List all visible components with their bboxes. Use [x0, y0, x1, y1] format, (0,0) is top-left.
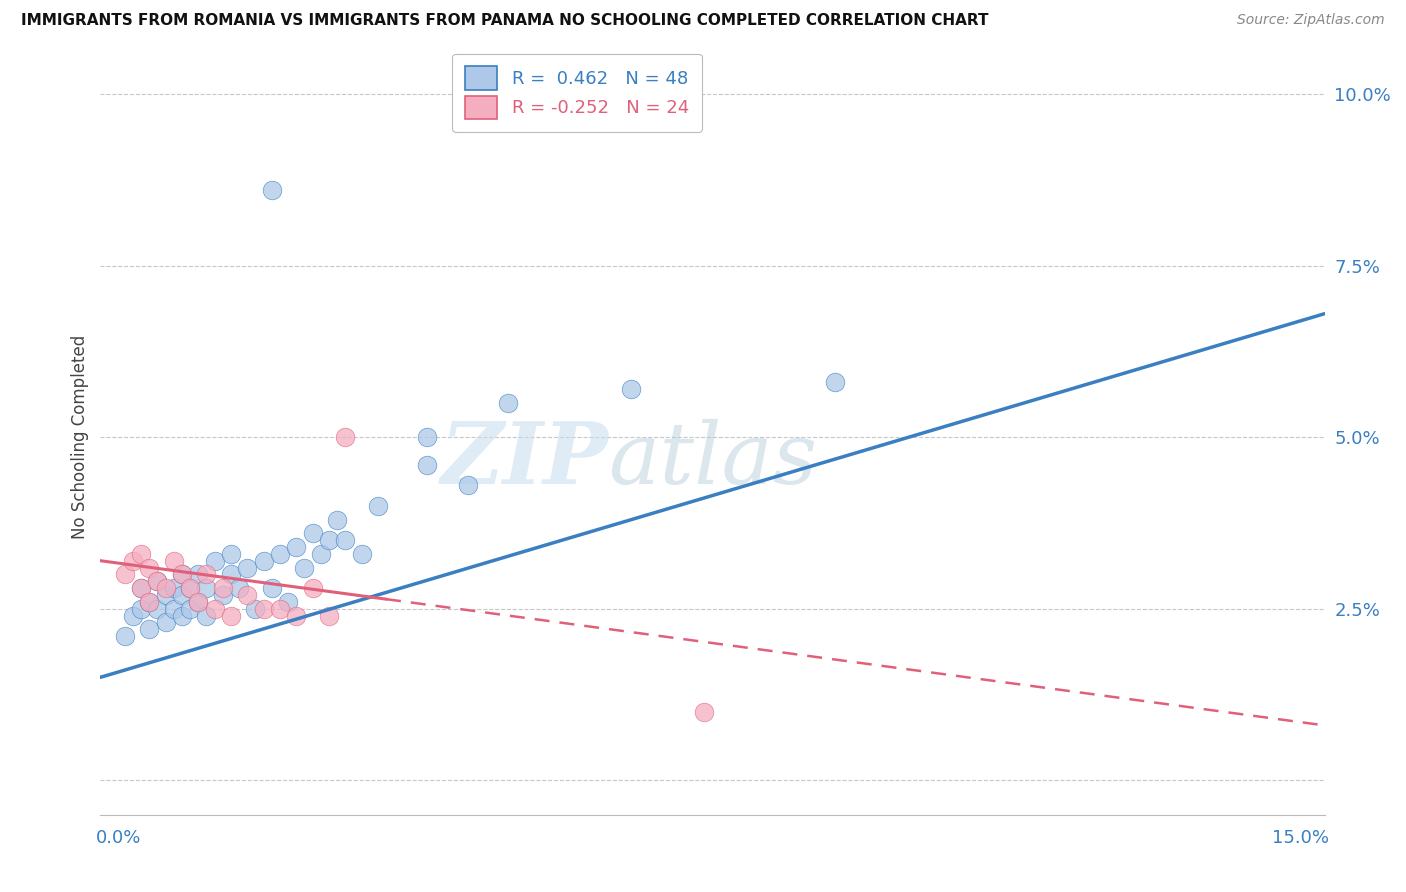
- Point: [367, 499, 389, 513]
- Point: [170, 567, 193, 582]
- Point: [138, 595, 160, 609]
- Text: ZIP: ZIP: [440, 418, 609, 501]
- Point: [114, 567, 136, 582]
- Point: [416, 430, 439, 444]
- Point: [211, 581, 233, 595]
- Point: [138, 595, 160, 609]
- Point: [204, 601, 226, 615]
- Y-axis label: No Schooling Completed: No Schooling Completed: [72, 335, 89, 540]
- Point: [824, 376, 846, 390]
- Point: [350, 547, 373, 561]
- Point: [204, 554, 226, 568]
- Point: [498, 396, 520, 410]
- Point: [138, 623, 160, 637]
- Point: [269, 601, 291, 615]
- Point: [236, 588, 259, 602]
- Point: [163, 554, 186, 568]
- Point: [138, 560, 160, 574]
- Point: [326, 512, 349, 526]
- Point: [277, 595, 299, 609]
- Point: [155, 581, 177, 595]
- Point: [219, 547, 242, 561]
- Point: [155, 588, 177, 602]
- Point: [129, 581, 152, 595]
- Point: [260, 183, 283, 197]
- Point: [179, 581, 201, 595]
- Point: [252, 601, 274, 615]
- Text: atlas: atlas: [609, 418, 817, 501]
- Point: [129, 547, 152, 561]
- Point: [146, 601, 169, 615]
- Point: [163, 601, 186, 615]
- Point: [211, 588, 233, 602]
- Point: [245, 601, 267, 615]
- Point: [318, 608, 340, 623]
- Point: [170, 588, 193, 602]
- Point: [416, 458, 439, 472]
- Point: [219, 567, 242, 582]
- Point: [195, 567, 218, 582]
- Point: [309, 547, 332, 561]
- Point: [335, 533, 357, 548]
- Point: [170, 608, 193, 623]
- Point: [228, 581, 250, 595]
- Point: [285, 608, 308, 623]
- Text: Source: ZipAtlas.com: Source: ZipAtlas.com: [1237, 13, 1385, 28]
- Point: [163, 581, 186, 595]
- Point: [187, 595, 209, 609]
- Point: [122, 554, 145, 568]
- Point: [114, 629, 136, 643]
- Point: [252, 554, 274, 568]
- Point: [170, 567, 193, 582]
- Point: [285, 540, 308, 554]
- Text: 0.0%: 0.0%: [96, 829, 141, 847]
- Point: [179, 601, 201, 615]
- Point: [195, 581, 218, 595]
- Point: [457, 478, 479, 492]
- Point: [620, 382, 643, 396]
- Point: [155, 615, 177, 630]
- Point: [146, 574, 169, 589]
- Point: [292, 560, 315, 574]
- Point: [335, 430, 357, 444]
- Point: [146, 574, 169, 589]
- Text: 15.0%: 15.0%: [1271, 829, 1329, 847]
- Point: [195, 608, 218, 623]
- Point: [179, 581, 201, 595]
- Point: [693, 705, 716, 719]
- Point: [236, 560, 259, 574]
- Point: [187, 567, 209, 582]
- Point: [301, 581, 323, 595]
- Point: [318, 533, 340, 548]
- Point: [260, 581, 283, 595]
- Point: [269, 547, 291, 561]
- Point: [122, 608, 145, 623]
- Text: IMMIGRANTS FROM ROMANIA VS IMMIGRANTS FROM PANAMA NO SCHOOLING COMPLETED CORRELA: IMMIGRANTS FROM ROMANIA VS IMMIGRANTS FR…: [21, 13, 988, 29]
- Point: [129, 601, 152, 615]
- Point: [301, 526, 323, 541]
- Point: [219, 608, 242, 623]
- Point: [187, 595, 209, 609]
- Legend: R =  0.462   N = 48, R = -0.252   N = 24: R = 0.462 N = 48, R = -0.252 N = 24: [453, 54, 702, 132]
- Point: [129, 581, 152, 595]
